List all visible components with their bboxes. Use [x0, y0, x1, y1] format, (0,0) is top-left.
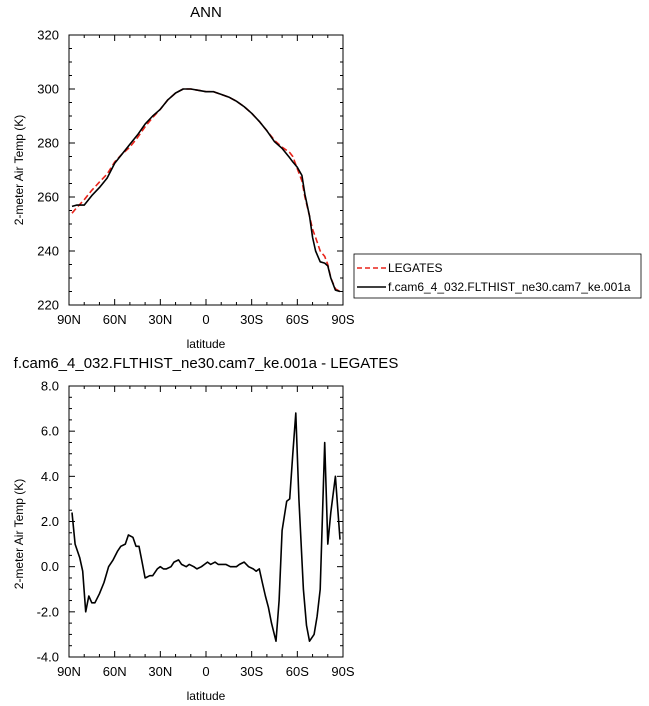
bottom-x-tick-label: 60S [286, 664, 309, 679]
bottom-y-axis-label: 2-meter Air Temp (K) [12, 479, 26, 589]
top-x-tick-label: 90S [331, 312, 354, 327]
bottom-x-tick-label: 0 [202, 664, 209, 679]
top-chart-title: ANN [190, 4, 222, 21]
bottom-y-tick-label: 8.0 [41, 379, 59, 394]
top-series-line-0 [71, 88, 341, 293]
top-y-tick-label: 280 [37, 136, 59, 151]
bottom-y-tick-label: 2.0 [41, 514, 59, 529]
top-series-line-1 [71, 88, 341, 293]
legend-label-model: f.cam6_4_032.FLTHIST_ne30.cam7_ke.001a [388, 280, 631, 294]
bottom-y-tick-label: -4.0 [37, 650, 59, 665]
bottom-series-group [71, 412, 341, 642]
bottom-y-tick-label: -2.0 [37, 604, 59, 619]
top-x-tick-label: 30N [148, 312, 172, 327]
bottom-x-tick-label: 30S [240, 664, 263, 679]
bottom-x-tick-label: 90S [331, 664, 354, 679]
top-x-tick-label: 60S [286, 312, 309, 327]
top-x-axis-label: latitude [187, 337, 226, 351]
top-y-tick-label: 300 [37, 82, 59, 97]
top-series-group [71, 88, 341, 293]
top-x-tick-label: 90N [57, 312, 81, 327]
bottom-panel: f.cam6_4_032.FLTHIST_ne30.cam7_ke.001a -… [12, 355, 398, 703]
bottom-x-axis-label: latitude [187, 689, 226, 703]
top-x-tick-label: 30S [240, 312, 263, 327]
top-y-axis-label: 2-meter Air Temp (K) [12, 115, 26, 225]
legend: LEGATES f.cam6_4_032.FLTHIST_ne30.cam7_k… [353, 253, 642, 299]
bottom-series-line-0 [71, 412, 341, 642]
bottom-y-tick-label: 4.0 [41, 469, 59, 484]
bottom-x-tick-label: 90N [57, 664, 81, 679]
legend-box [353, 253, 642, 299]
top-y-tick-label: 260 [37, 190, 59, 205]
bottom-x-tick-label: 60N [103, 664, 127, 679]
bottom-x-tick-label: 30N [148, 664, 172, 679]
top-y-tick-label: 320 [37, 28, 59, 43]
top-x-tick-label: 0 [202, 312, 209, 327]
bottom-chart-title: f.cam6_4_032.FLTHIST_ne30.cam7_ke.001a -… [14, 355, 399, 372]
bottom-ticks: 90N 60N 30N 0 30S 60S 90S -4.0 -2.0 0.0 2.0 4.0 6.0 8… [37, 379, 355, 680]
legend-label-legates: LEGATES [388, 261, 442, 275]
top-ticks: 90N 60N 30N 0 30S 60S 90S 220 240 260 280 300 320 [37, 28, 355, 328]
bottom-y-tick-label: 0.0 [41, 559, 59, 574]
bottom-plot-frame [68, 385, 344, 658]
top-y-tick-label: 240 [37, 244, 59, 259]
top-plot-frame [68, 34, 344, 306]
top-y-tick-label: 220 [37, 298, 59, 313]
top-panel: ANN 2-meter Air Temp (K) latitude 90N 60N… [12, 4, 355, 351]
bottom-y-tick-label: 6.0 [41, 424, 59, 439]
top-x-tick-label: 60N [103, 312, 127, 327]
